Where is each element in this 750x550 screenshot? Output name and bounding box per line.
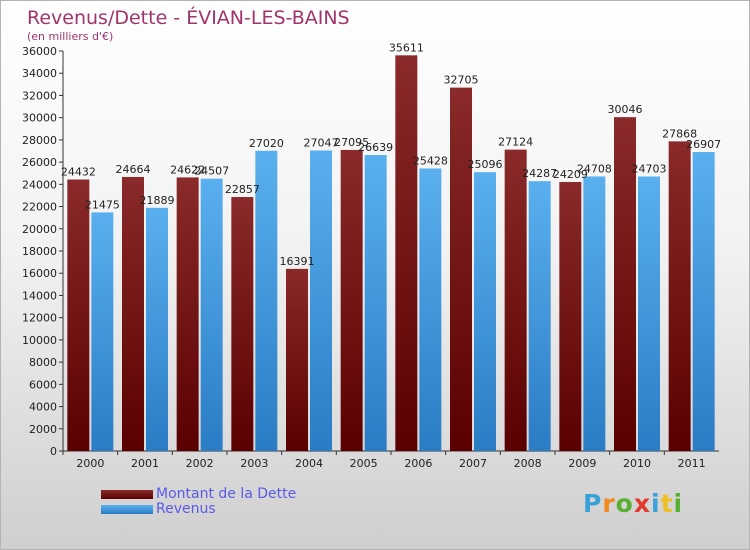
logo-letter: i [673,489,684,518]
bar-revenus [419,168,442,451]
bar-dette [176,177,199,451]
bar-dette [668,141,691,451]
x-tick-label: 2007 [459,457,487,470]
data-label-dette: 27868 [662,127,697,140]
data-label-dette: 16391 [280,255,315,268]
legend-swatch-revenus [101,505,153,514]
bar-revenus [474,172,496,451]
legend-label-revenus: Revenus [156,501,216,517]
data-label-dette: 35611 [389,41,424,54]
chart-title: Revenus/Dette - ÉVIAN-LES-BAINS [27,7,350,29]
bar-revenus [692,152,715,452]
data-label-revenus: 24507 [194,165,229,178]
y-tick-label: 18000 [22,245,57,258]
y-tick-label: 30000 [22,112,57,125]
bar-revenus [364,155,387,451]
data-label-revenus: 21889 [140,194,175,207]
data-label-revenus: 26907 [686,138,721,151]
y-tick-label: 10000 [22,334,57,347]
y-tick-label: 6000 [29,378,57,391]
bar-dette [559,182,582,451]
x-tick-label: 2010 [623,457,651,470]
bar-revenus [146,207,168,451]
bar-revenus [583,176,606,451]
bar-dette [504,149,527,451]
x-tick-label: 2006 [404,457,432,470]
x-tick-label: 2004 [295,457,323,470]
legend-label-dette: Montant de la Dette [156,486,297,502]
y-tick-label: 14000 [22,289,57,302]
data-label-revenus: 27047 [304,136,339,149]
bar-dette [614,117,636,452]
x-tick-label: 2009 [568,457,596,470]
bar-revenus [91,212,114,451]
y-tick-label: 36000 [22,45,57,58]
logo-letter: P [583,489,603,518]
y-tick-label: 24000 [22,178,57,191]
data-label-revenus: 25428 [413,154,448,167]
x-tick-label: 2002 [186,457,214,470]
data-label-dette: 24622 [170,163,205,176]
logo-letter: i [651,489,661,518]
data-label-revenus: 26639 [358,141,393,154]
bar-revenus [200,178,223,451]
logo-letter: o [615,489,634,518]
bar-dette [286,268,308,451]
data-label-dette: 22857 [225,183,260,196]
proxiti-logo: Proxiti [583,489,683,518]
bar-dette [340,149,363,451]
data-label-dette: 30046 [608,103,643,116]
x-tick-label: 2011 [678,457,706,470]
data-label-dette: 27124 [498,136,533,149]
y-tick-label: 0 [50,445,57,458]
data-label-revenus: 24708 [577,162,612,175]
y-tick-label: 4000 [29,401,57,414]
bar-revenus [638,176,660,451]
bar-dette [395,55,418,451]
data-label-revenus: 24703 [632,163,667,176]
y-tick-label: 32000 [22,89,57,102]
bar-dette [450,87,472,451]
bar-dette [122,176,144,451]
data-label-revenus: 21475 [85,198,120,211]
y-tick-label: 12000 [22,312,57,325]
data-label-dette: 24209 [553,168,588,181]
data-label-dette: 32705 [444,74,479,87]
bar-dette [67,179,90,452]
x-tick-label: 2000 [76,457,104,470]
bar-dette [231,197,254,451]
data-label-revenus: 24287 [522,167,557,180]
data-label-dette: 27095 [334,136,369,149]
y-tick-label: 20000 [22,223,57,236]
data-label-revenus: 25096 [468,158,503,171]
x-tick-label: 2005 [350,457,378,470]
y-tick-label: 8000 [29,356,57,369]
y-tick-label: 34000 [22,67,57,80]
y-tick-label: 16000 [22,267,57,280]
logo-letter: x [633,489,651,518]
y-tick-label: 26000 [22,156,57,169]
x-tick-label: 2003 [240,457,268,470]
y-tick-label: 28000 [22,134,57,147]
chart-subtitle: (en milliers d'€) [27,30,114,43]
data-label-dette: 24664 [116,163,151,176]
bar-revenus [310,150,332,451]
data-label-revenus: 27020 [249,137,284,150]
logo-letter: r [602,489,616,518]
y-tick-label: 2000 [29,423,57,436]
logo-letter: t [660,489,674,518]
x-tick-label: 2008 [514,457,542,470]
bar-revenus [255,150,278,451]
bar-revenus [528,181,551,451]
data-label-dette: 24432 [61,166,96,179]
x-tick-label: 2001 [131,457,159,470]
y-tick-label: 22000 [22,201,57,214]
legend-swatch-dette [101,490,153,499]
